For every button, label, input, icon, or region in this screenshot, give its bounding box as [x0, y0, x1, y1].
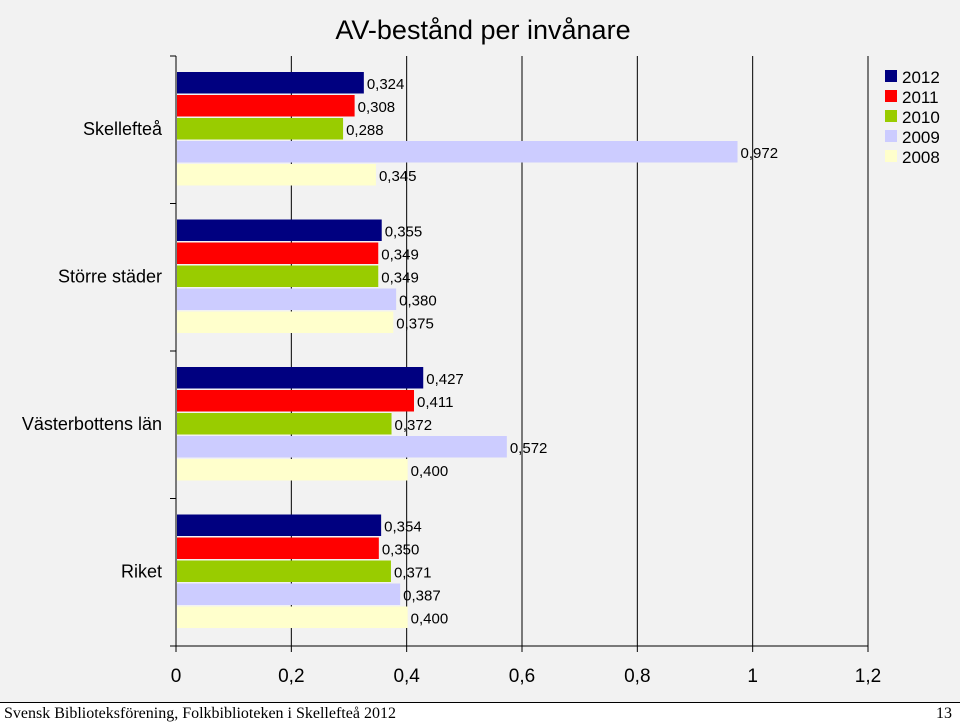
bar [177, 413, 392, 435]
legend-label: 2008 [902, 148, 940, 167]
x-tick-label: 0 [171, 666, 182, 687]
bar [177, 537, 379, 559]
category-label: Västerbottens län [22, 414, 162, 434]
legend-swatch [885, 130, 897, 142]
x-tick-label: 1 [747, 666, 758, 687]
bar [177, 164, 376, 186]
data-label: 0,400 [411, 610, 449, 627]
data-label: 0,349 [381, 246, 419, 263]
bar [177, 141, 738, 163]
category-label: Större städer [58, 266, 162, 286]
data-label: 0,354 [384, 518, 422, 535]
legend-label: 2012 [902, 68, 940, 87]
data-label: 0,349 [381, 269, 419, 286]
data-label: 0,372 [395, 417, 433, 434]
legend-label: 2010 [902, 108, 940, 127]
bar [177, 367, 424, 389]
bar [177, 72, 364, 94]
bar [177, 265, 379, 287]
x-tick-label: 0,2 [278, 666, 304, 687]
bar [177, 606, 408, 628]
data-label: 0,371 [394, 564, 432, 581]
bar [177, 583, 401, 605]
x-tick-label: 0,6 [509, 666, 535, 687]
legend-label: 2011 [902, 88, 939, 107]
category-label: Skellefteå [83, 119, 163, 139]
bar [177, 436, 507, 458]
chart-panel: 0 0,2 0,4 0,6 0,8 1 1,2 Skellefteå Större städer… [0, 0, 960, 702]
data-label: 0,380 [399, 292, 437, 309]
footer-divider [0, 702, 960, 703]
bar [177, 242, 379, 264]
x-tick-label: 0,8 [624, 666, 650, 687]
data-label: 0,427 [426, 371, 464, 388]
category-label: Riket [121, 561, 162, 581]
data-label: 0,972 [741, 145, 779, 162]
bar [177, 459, 408, 481]
data-label: 0,355 [385, 223, 423, 240]
bar [177, 514, 382, 536]
data-label: 0,375 [396, 315, 434, 332]
legend-swatch [885, 70, 897, 82]
bar [177, 288, 397, 310]
chart-title: AV-bestånd per invånare [335, 15, 630, 45]
x-tick-label: 1,2 [855, 666, 881, 687]
legend-swatch [885, 110, 897, 122]
bar [177, 311, 394, 333]
bar [177, 560, 391, 582]
legend-swatch [885, 90, 897, 102]
bar [177, 390, 415, 412]
data-label: 0,350 [382, 541, 420, 558]
data-label: 0,400 [411, 463, 449, 480]
legend-swatch [885, 150, 897, 162]
x-tick-label: 0,4 [393, 666, 420, 687]
bar [177, 219, 382, 241]
data-label: 0,411 [417, 394, 453, 411]
data-label: 0,572 [510, 440, 548, 457]
data-label: 0,345 [379, 168, 417, 185]
legend-label: 2009 [902, 128, 940, 147]
data-label: 0,324 [367, 76, 405, 93]
data-label: 0,288 [346, 122, 384, 139]
bar [177, 118, 344, 140]
page-number: 13 [936, 705, 952, 722]
data-label: 0,387 [403, 587, 441, 604]
bar-chart: 0 0,2 0,4 0,6 0,8 1 1,2 Skellefteå Större städer… [22, 15, 940, 687]
bar [177, 95, 355, 117]
data-label: 0,308 [358, 99, 396, 116]
footer-source-text: Svensk Biblioteksförening, Folkbibliotek… [4, 705, 396, 722]
